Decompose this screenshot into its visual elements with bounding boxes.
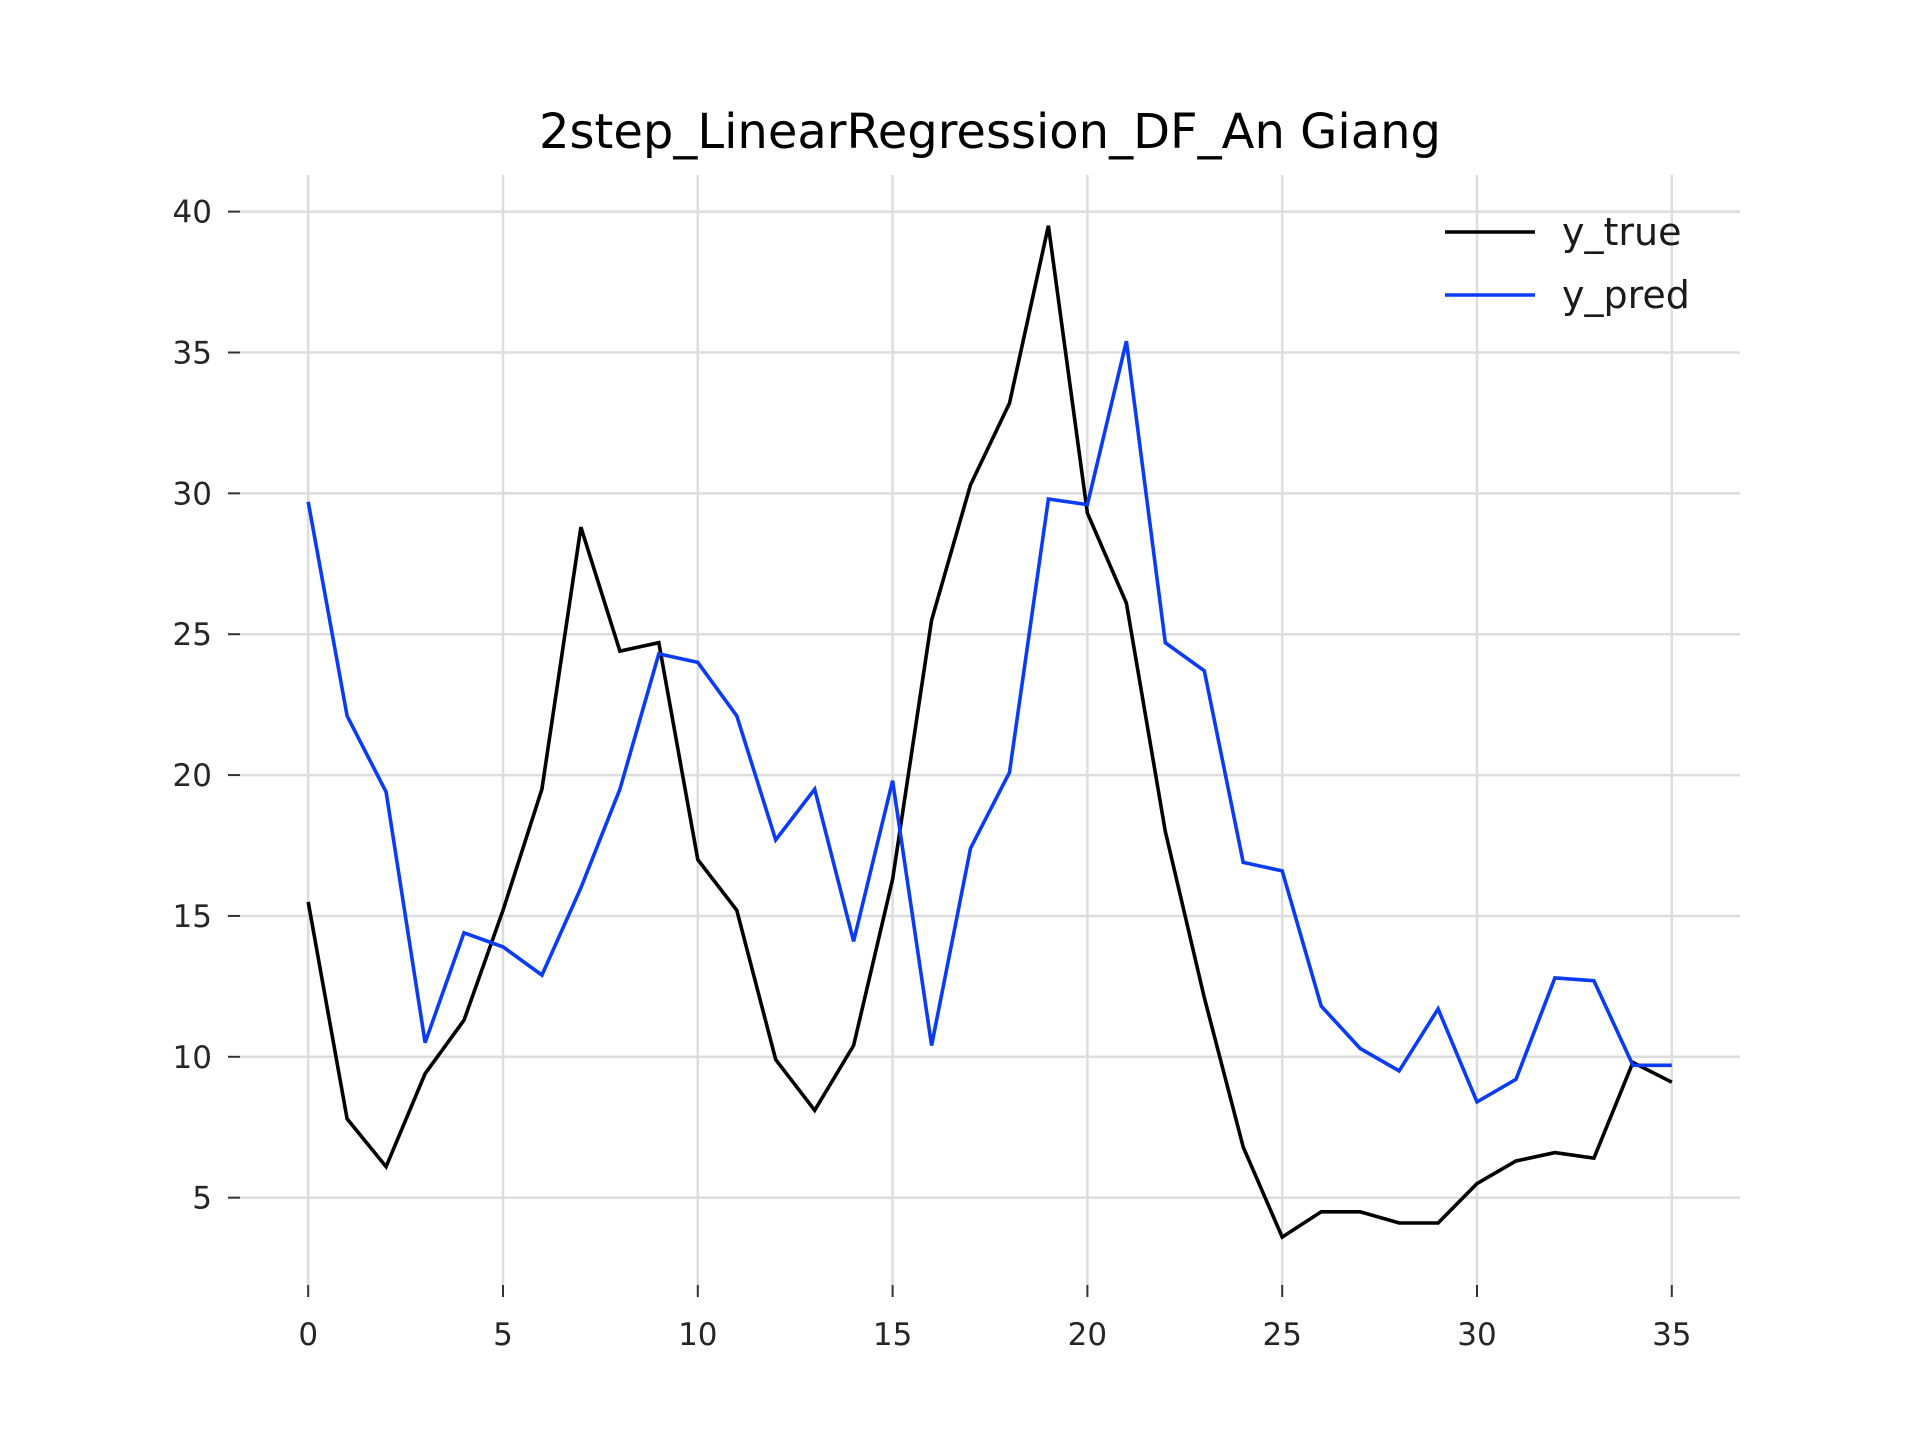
x-tick-label-20: 20 bbox=[1068, 1317, 1107, 1353]
x-tick-label-5: 5 bbox=[493, 1317, 513, 1353]
axis-ticks: 0 5 10 15 20 25 30 35 5 10 15 20 25 30 35 40 bbox=[173, 195, 1692, 1353]
y-tick-label-15: 15 bbox=[173, 899, 212, 935]
x-tick-label-15: 15 bbox=[873, 1317, 912, 1353]
grid bbox=[240, 175, 1740, 1285]
y-tick-label-10: 10 bbox=[173, 1040, 212, 1076]
legend-label-y-pred: y_pred bbox=[1562, 273, 1690, 317]
legend-label-y-true: y_true bbox=[1562, 210, 1681, 254]
series-lines bbox=[306, 225, 1673, 1240]
series-line-y-true bbox=[306, 225, 1673, 1240]
x-tick-label-30: 30 bbox=[1457, 1317, 1496, 1353]
legend: y_true y_pred bbox=[1445, 210, 1690, 317]
x-tick-label-0: 0 bbox=[298, 1317, 318, 1353]
x-tick-label-25: 25 bbox=[1262, 1317, 1301, 1353]
x-tick-label-35: 35 bbox=[1652, 1317, 1691, 1353]
x-tick-label-10: 10 bbox=[678, 1317, 717, 1353]
y-tick-label-5: 5 bbox=[192, 1181, 212, 1217]
y-tick-label-30: 30 bbox=[173, 476, 212, 512]
series-line-y-pred bbox=[306, 340, 1672, 1105]
y-tick-label-40: 40 bbox=[173, 195, 212, 231]
y-tick-label-25: 25 bbox=[173, 617, 212, 653]
y-tick-label-35: 35 bbox=[173, 335, 212, 371]
y-tick-label-20: 20 bbox=[173, 758, 212, 794]
chart-title: 2step_LinearRegression_DF_An Giang bbox=[539, 104, 1441, 160]
